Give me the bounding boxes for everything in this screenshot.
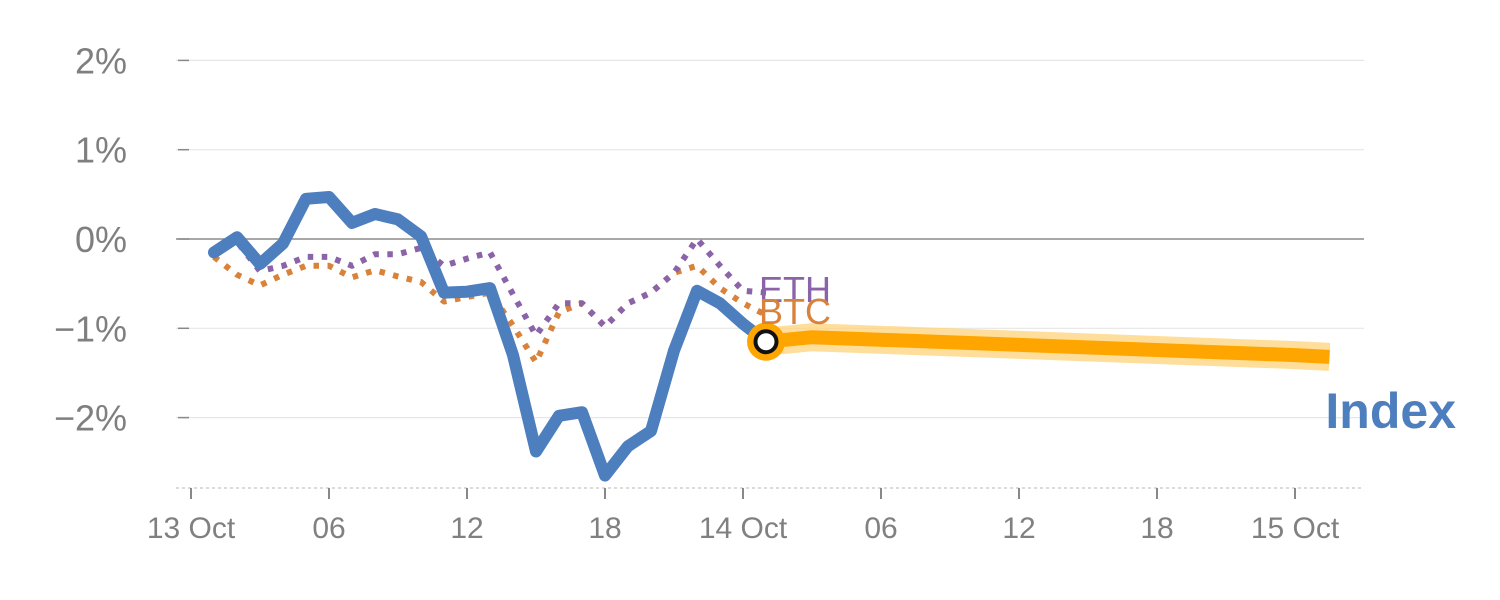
btc-series-label: BTC <box>759 291 831 332</box>
y-axis: 2% 1% 0% −1% −2% <box>54 40 189 439</box>
forecast-line <box>765 330 1330 364</box>
x-axis: 13 Oct 06 12 18 14 Oct 06 12 18 15 Oct <box>147 487 1364 545</box>
x-tick-label: 12 <box>450 512 483 545</box>
x-tick-label: 15 Oct <box>1251 512 1340 545</box>
btc-series-line <box>212 254 768 366</box>
x-tick-label: 12 <box>1002 512 1035 545</box>
x-tick-label: 18 <box>588 512 621 545</box>
current-value-marker <box>747 322 785 361</box>
series-lines <box>208 191 1331 482</box>
grid-lines <box>176 59 1364 419</box>
y-tick-label: −1% <box>54 308 127 349</box>
y-tick-label: 2% <box>75 40 127 81</box>
x-tick-label: 06 <box>864 512 897 545</box>
current-value-dot <box>753 329 779 355</box>
index-series-label: Index <box>1325 383 1456 439</box>
index-series-line <box>208 191 772 482</box>
y-tick-label: 1% <box>75 130 127 171</box>
y-tick-label: 0% <box>75 219 127 260</box>
y-tick-label: −2% <box>54 398 127 439</box>
x-tick-label: 13 Oct <box>147 512 236 545</box>
x-tick-label: 06 <box>312 512 345 545</box>
x-tick-label: 14 Oct <box>699 512 788 545</box>
x-tick-label: 18 <box>1140 512 1173 545</box>
series-labels: ETH BTC Index <box>759 269 1456 439</box>
eth-series-label: ETH <box>759 269 831 310</box>
